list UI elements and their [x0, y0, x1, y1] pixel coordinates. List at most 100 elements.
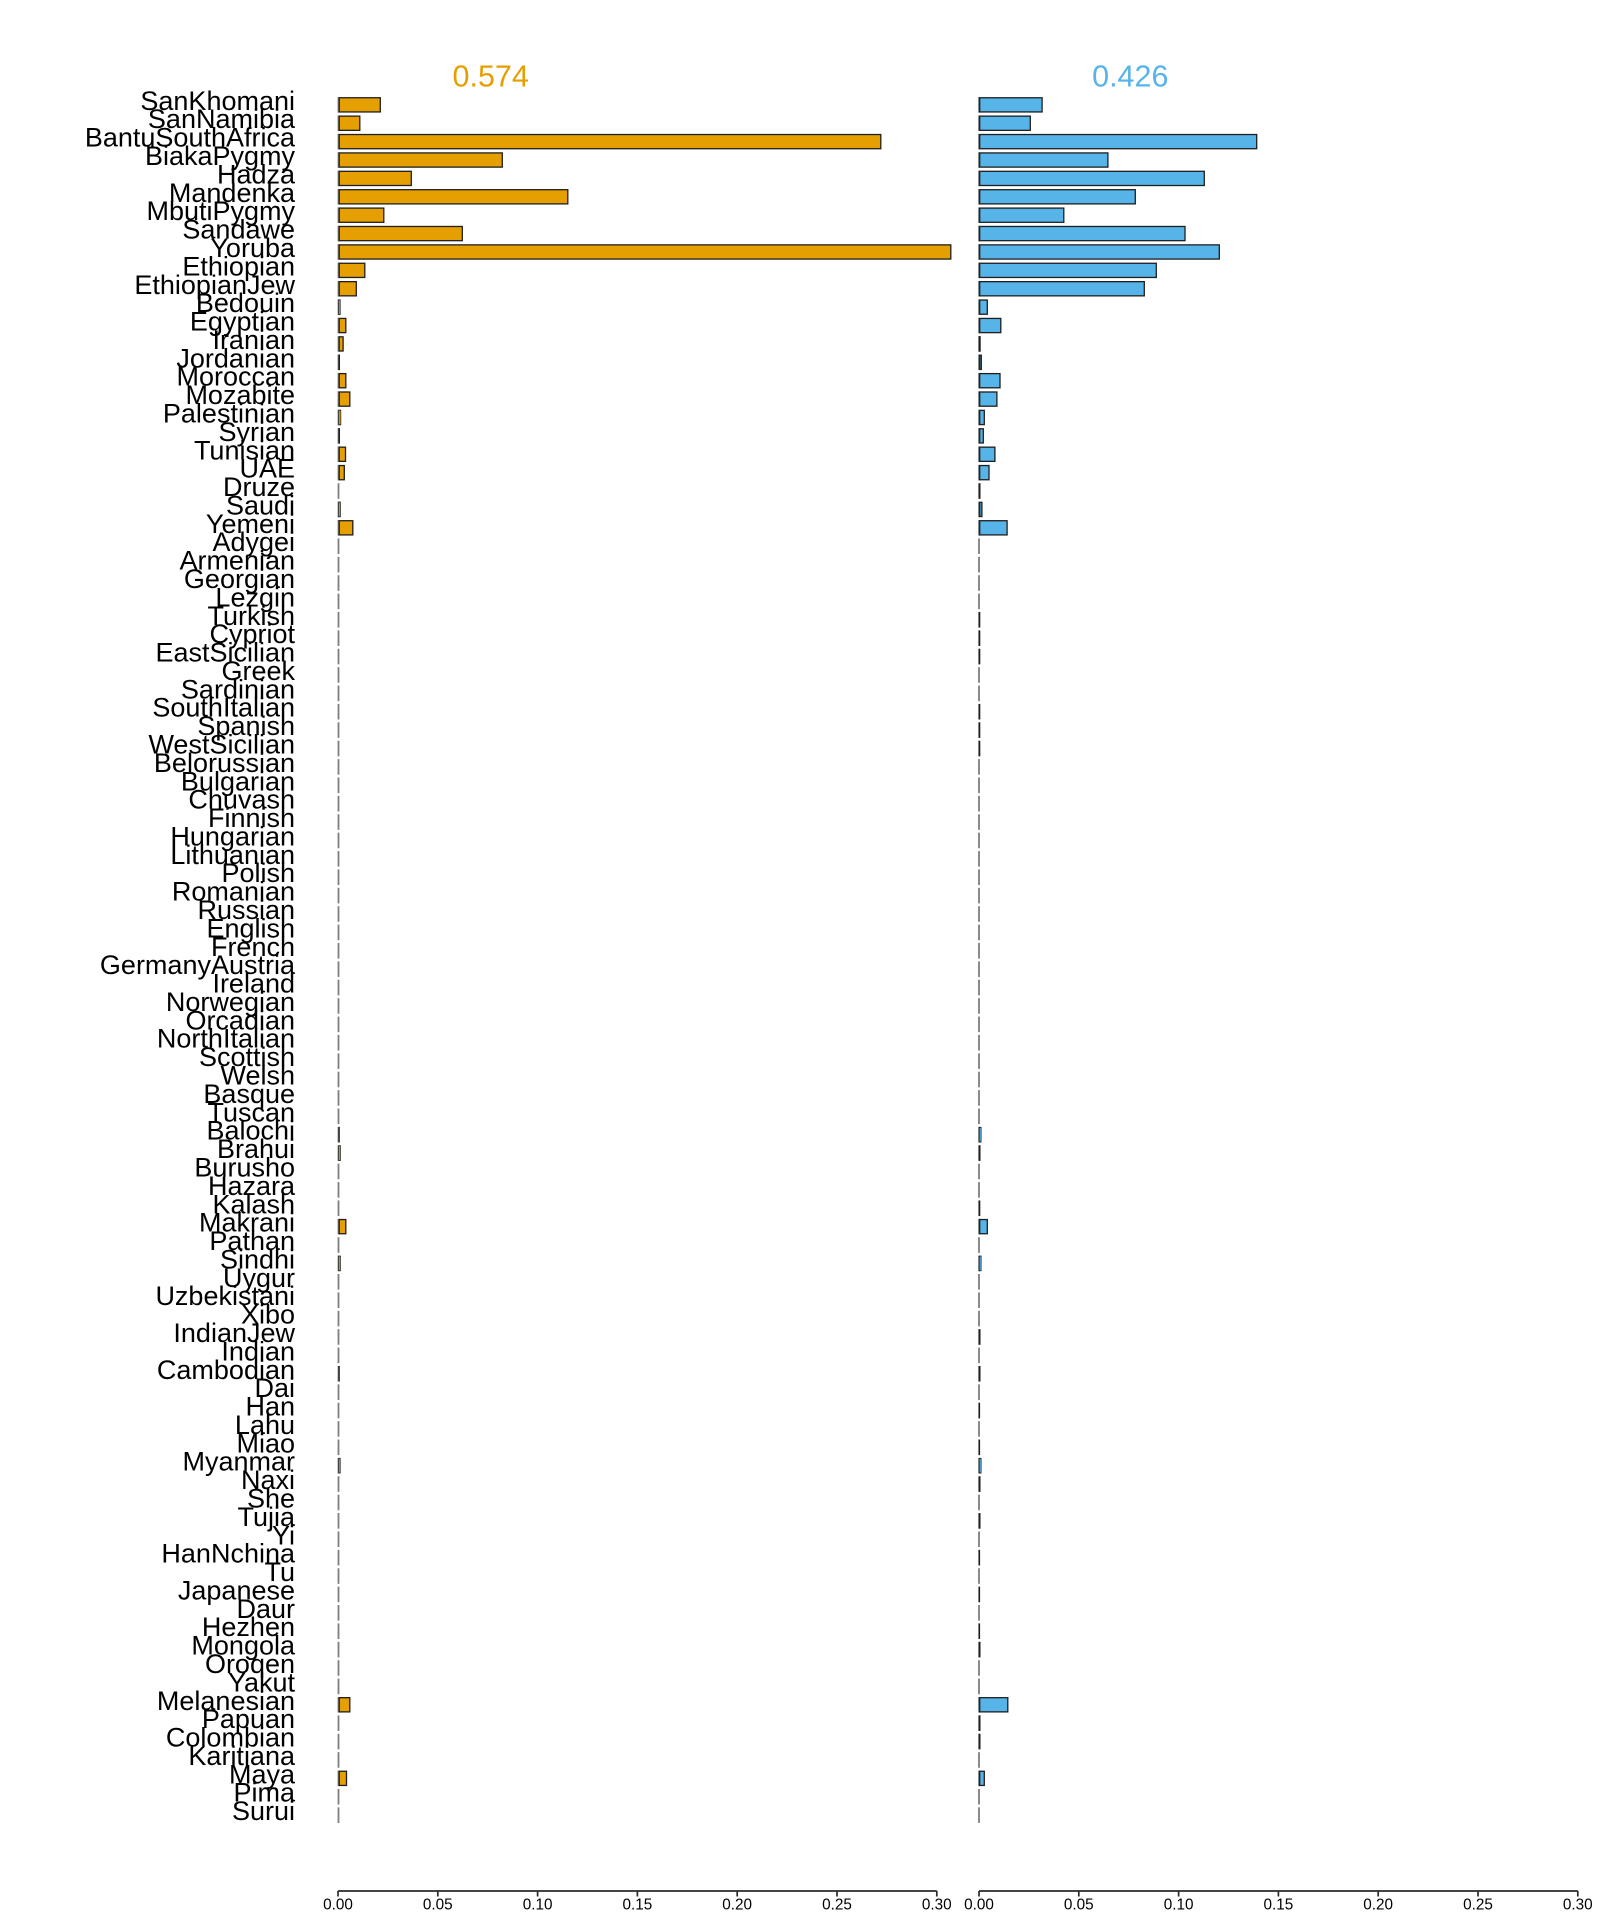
svg-text:0.30: 0.30 — [1563, 1897, 1593, 1914]
svg-text:Hezhen: Hezhen — [202, 1612, 295, 1642]
svg-text:Melanesian: Melanesian — [157, 1686, 295, 1716]
svg-text:Daur: Daur — [236, 1594, 295, 1624]
svg-text:0.10: 0.10 — [1164, 1897, 1194, 1914]
svg-text:Colombian: Colombian — [166, 1723, 295, 1753]
svg-text:0.00: 0.00 — [964, 1897, 994, 1914]
svg-text:Lezgin: Lezgin — [215, 582, 295, 612]
svg-text:0.00: 0.00 — [323, 1897, 353, 1914]
svg-text:Pima: Pima — [233, 1778, 295, 1808]
svg-text:Chuvash: Chuvash — [188, 785, 295, 815]
svg-text:EthiopianJew: EthiopianJew — [134, 270, 295, 300]
svg-text:Ireland: Ireland — [212, 969, 295, 999]
svg-text:Orcadian: Orcadian — [185, 1005, 295, 1035]
svg-text:French: French — [211, 932, 295, 962]
svg-text:Hazara: Hazara — [208, 1171, 296, 1201]
svg-text:Ethiopian: Ethiopian — [182, 251, 295, 281]
svg-text:HanNchina: HanNchina — [161, 1539, 296, 1569]
svg-text:Belorussian: Belorussian — [154, 748, 295, 778]
svg-text:Druze: Druze — [223, 472, 295, 502]
svg-text:Mozabite: Mozabite — [185, 380, 295, 410]
svg-text:Sandawe: Sandawe — [182, 215, 295, 245]
svg-text:Yi: Yi — [272, 1520, 295, 1550]
svg-text:Japanese: Japanese — [178, 1575, 295, 1605]
svg-text:Lithuanian: Lithuanian — [170, 840, 295, 870]
svg-text:0.10: 0.10 — [523, 1897, 553, 1914]
svg-text:IndianJew: IndianJew — [173, 1318, 295, 1348]
svg-text:She: She — [247, 1483, 295, 1513]
svg-text:Uzbekistani: Uzbekistani — [155, 1281, 295, 1311]
svg-text:Karitiana: Karitiana — [188, 1741, 296, 1771]
svg-text:SanNamibia: SanNamibia — [148, 104, 296, 134]
svg-text:Mongola: Mongola — [191, 1631, 296, 1661]
svg-text:Adygei: Adygei — [212, 527, 295, 557]
svg-text:Tuscan: Tuscan — [207, 1097, 295, 1127]
svg-text:Cambodian: Cambodian — [157, 1355, 295, 1385]
svg-text:Egyptian: Egyptian — [190, 307, 295, 337]
svg-text:Hadza: Hadza — [217, 159, 296, 189]
svg-text:Mandenka: Mandenka — [169, 178, 296, 208]
svg-text:Armenian: Armenian — [179, 546, 295, 576]
svg-text:Papuan: Papuan — [202, 1704, 295, 1734]
svg-text:Sardinian: Sardinian — [181, 674, 295, 704]
svg-text:Russian: Russian — [197, 895, 295, 925]
svg-text:0.15: 0.15 — [623, 1897, 653, 1914]
svg-text:Bedouin: Bedouin — [196, 288, 295, 318]
svg-text:SanKhomani: SanKhomani — [140, 86, 295, 116]
svg-text:Yakut: Yakut — [228, 1667, 296, 1697]
svg-text:Scottish: Scottish — [199, 1042, 295, 1072]
svg-text:Balochi: Balochi — [206, 1116, 295, 1146]
svg-text:GermanyAustria: GermanyAustria — [100, 950, 296, 980]
svg-text:Kalash: Kalash — [212, 1189, 295, 1219]
svg-text:Spanish: Spanish — [197, 711, 295, 741]
svg-text:Romanian: Romanian — [172, 877, 295, 907]
svg-text:EastSicilian: EastSicilian — [155, 638, 295, 668]
svg-text:BiakaPygmy: BiakaPygmy — [145, 141, 296, 171]
svg-text:Hungarian: Hungarian — [170, 821, 295, 851]
svg-text:0.25: 0.25 — [1463, 1897, 1493, 1914]
svg-text:Maya: Maya — [229, 1759, 296, 1789]
svg-text:MbutiPygmy: MbutiPygmy — [146, 196, 295, 226]
svg-text:Georgian: Georgian — [184, 564, 295, 594]
svg-text:Yoruba: Yoruba — [210, 233, 296, 263]
svg-text:Turkish: Turkish — [207, 601, 295, 631]
svg-text:Welsh: Welsh — [220, 1061, 295, 1091]
svg-text:Naxi: Naxi — [241, 1465, 295, 1495]
svg-text:Lahu: Lahu — [235, 1410, 295, 1440]
svg-text:Sindhi: Sindhi — [220, 1244, 295, 1274]
svg-text:BantuSouthAfrica: BantuSouthAfrica — [85, 123, 296, 153]
svg-text:UAE: UAE — [239, 454, 295, 484]
svg-text:Dai: Dai — [254, 1373, 295, 1403]
svg-text:Surui: Surui — [232, 1796, 295, 1826]
svg-text:Bulgarian: Bulgarian — [181, 766, 295, 796]
svg-text:Xibo: Xibo — [241, 1300, 295, 1330]
svg-text:Basque: Basque — [203, 1079, 295, 1109]
svg-text:0.05: 0.05 — [423, 1897, 453, 1914]
svg-text:Iranian: Iranian — [212, 325, 295, 355]
svg-text:0.25: 0.25 — [822, 1897, 852, 1914]
svg-text:Indian: Indian — [221, 1336, 295, 1366]
svg-text:Moroccan: Moroccan — [176, 362, 295, 392]
svg-text:Pathan: Pathan — [209, 1226, 295, 1256]
svg-text:Saudi: Saudi — [226, 490, 295, 520]
svg-text:Yemeni: Yemeni — [206, 509, 295, 539]
svg-text:Jordanian: Jordanian — [176, 343, 295, 373]
svg-text:Oroqen: Oroqen — [205, 1649, 295, 1679]
svg-text:NorthItalian: NorthItalian — [157, 1024, 295, 1054]
svg-text:SouthItalian: SouthItalian — [152, 693, 295, 723]
svg-text:Myanmar: Myanmar — [182, 1447, 295, 1477]
svg-text:0.574: 0.574 — [453, 60, 529, 94]
svg-text:Palestinian: Palestinian — [163, 398, 295, 428]
svg-text:0.30: 0.30 — [922, 1897, 952, 1914]
svg-text:Han: Han — [245, 1392, 295, 1422]
svg-text:Miao: Miao — [236, 1428, 295, 1458]
svg-text:0.20: 0.20 — [1363, 1897, 1393, 1914]
svg-text:0.15: 0.15 — [1264, 1897, 1294, 1914]
svg-text:English: English — [206, 913, 295, 943]
svg-text:Greek: Greek — [221, 656, 295, 686]
svg-text:Cypriot: Cypriot — [209, 619, 295, 649]
svg-text:0.426: 0.426 — [1092, 60, 1168, 94]
svg-text:Norwegian: Norwegian — [166, 987, 295, 1017]
svg-text:Tujia: Tujia — [237, 1502, 296, 1532]
svg-text:Tu: Tu — [264, 1557, 295, 1587]
svg-text:Burusho: Burusho — [194, 1152, 295, 1182]
